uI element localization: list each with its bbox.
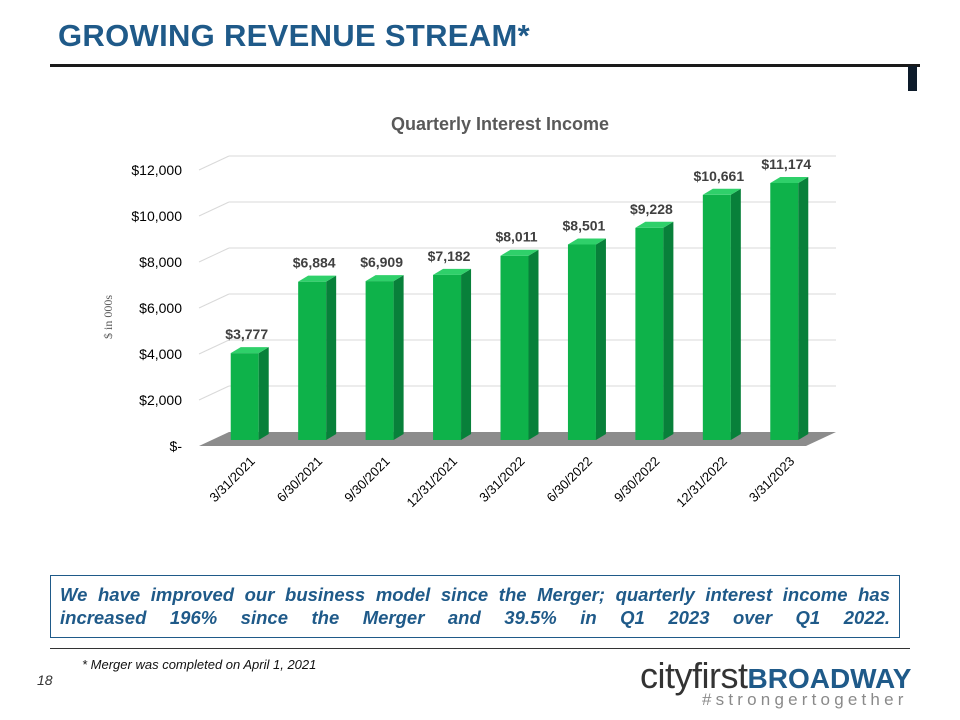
bar [702,194,731,440]
x-tick-label: 12/31/2021 [404,454,461,511]
x-tick-label: 6/30/2022 [544,454,596,506]
bar-top [770,176,809,183]
bar-top [567,238,606,245]
x-tick-label: 3/31/2022 [476,454,528,506]
gridline-depth [198,385,230,401]
gridline-depth [198,155,230,171]
bar-side [798,176,809,441]
data-label: $10,661 [694,168,745,184]
y-tick-label: $4,000 [139,346,182,362]
bar-side [326,275,337,440]
y-tick-label: $- [170,438,183,454]
bar [770,182,799,441]
interest-income-chart: $3,777 $6,884 $6,909 $7,182 $8,011 $8,501 $9,2… [101,114,836,511]
bars [230,176,809,441]
data-label: $8,501 [563,217,606,233]
bar-top [298,275,337,282]
logo-wordmark: cityfirstBROADWAY [640,656,911,699]
logo-broadway-text: BROADWAY [747,663,912,694]
bar-top [365,275,404,282]
callout-box: We have improved our business model sinc… [50,575,900,638]
logo-tagline: #strongertogether [702,690,908,709]
footer-rule [50,648,910,649]
bar-side [258,347,269,440]
gridline-depth [198,293,230,309]
bar-top [635,221,674,228]
data-label: $8,011 [495,229,537,245]
data-label: $7,182 [428,248,471,264]
bar [567,244,596,440]
footnote: * Merger was completed on April 1, 2021 [82,657,317,672]
chart-title: Quarterly Interest Income [391,114,609,134]
page-number: 18 [37,672,53,688]
bar [230,353,259,440]
bar-side [528,249,539,440]
data-label: $9,228 [630,201,673,217]
y-tick-label: $8,000 [139,254,182,270]
cityfirst-broadway-logo: cityfirstBROADWAY #strongertogether [640,656,911,712]
x-tick-label: 3/31/2021 [206,454,258,506]
y-tick-label: $12,000 [131,162,182,178]
logo-city-text: cityfirst [640,655,748,696]
page-title: GROWING REVENUE STREAM* [58,18,530,53]
x-tick-label: 12/31/2022 [673,454,730,511]
bar [433,274,462,440]
y-tick-label: $6,000 [139,300,182,316]
x-tick-label: 3/31/2023 [746,454,798,506]
bar-top [702,188,741,195]
bar-top [433,268,472,275]
bar [500,255,529,440]
y-tick-label: $2,000 [139,392,182,408]
data-label: $6,909 [360,254,403,270]
y-tick-label: $10,000 [131,208,182,224]
bar-top [230,347,269,354]
data-label: $6,884 [293,255,336,271]
bar-side [663,221,674,440]
y-axis-label: $ in 000s [101,295,115,339]
bar [635,227,664,440]
gridline-depth [198,339,230,355]
gridline-depth [198,201,230,217]
title-underline [50,64,920,67]
bar-side [393,275,404,440]
x-tick-label: 9/30/2021 [341,454,393,506]
x-tick-label: 6/30/2021 [274,454,326,506]
bar [365,281,394,440]
bar-side [595,238,606,440]
bar-top [500,249,539,256]
bar [298,281,327,440]
gridline-depth [198,247,230,263]
data-label: $11,174 [761,156,811,172]
bar-side [730,188,741,440]
data-label: $3,777 [225,326,268,342]
title-accent-tab [908,66,917,91]
x-tick-label: 9/30/2022 [611,454,663,506]
bar-side [461,268,472,440]
data-labels: $3,777 $6,884 $6,909 $7,182 $8,011 $8,501 $9,2… [225,156,811,342]
